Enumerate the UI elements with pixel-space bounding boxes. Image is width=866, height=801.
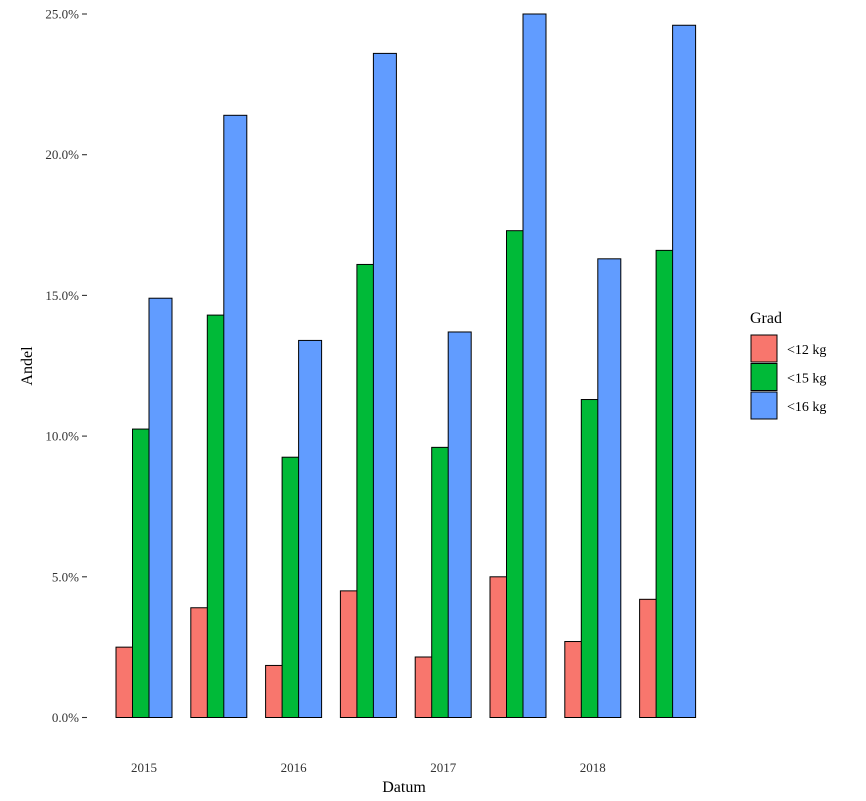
x-tick-label: 2017 [430, 760, 457, 775]
legend-swatch [750, 334, 778, 363]
bar [522, 13, 547, 718]
y-tick-label: 25.0% [45, 7, 79, 22]
legend-title: Grad [750, 310, 782, 327]
x-tick-label: 2016 [281, 760, 308, 775]
y-tick-label: 0.0% [52, 710, 79, 725]
y-axis-title: Andel [19, 346, 36, 386]
legend: Grad <12 kg <15 kg <16 kg [750, 310, 826, 420]
bar [372, 52, 397, 719]
bars [115, 13, 697, 719]
x-axis: 2015 2016 2017 2018 [131, 760, 606, 775]
legend-swatch [750, 363, 778, 391]
bar [672, 24, 697, 719]
bar [223, 114, 248, 718]
x-tick-label: 2018 [580, 760, 606, 775]
legend-label: <16 kg [787, 400, 826, 415]
y-tick-label: 15.0% [45, 288, 79, 303]
x-tick-label: 2015 [131, 760, 157, 775]
y-axis: 0.0% 5.0% 10.0% 15.0% 20.0% 25.0% [45, 7, 87, 725]
y-tick-label: 5.0% [52, 569, 79, 584]
y-tick-label: 20.0% [45, 147, 79, 162]
y-tick-label: 10.0% [45, 429, 79, 444]
legend-label: <12 kg [787, 343, 826, 358]
bar [597, 258, 622, 718]
bar [148, 297, 173, 718]
legend-label: <15 kg [787, 372, 826, 387]
legend-swatch [750, 391, 778, 420]
bar [447, 331, 472, 718]
x-axis-title: Datum [382, 779, 426, 796]
bar [298, 339, 323, 718]
